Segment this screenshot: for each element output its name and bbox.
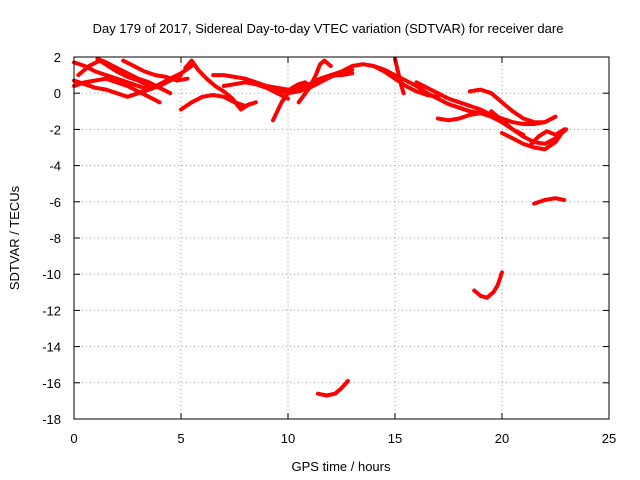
- series-line-arc-7: [183, 58, 252, 112]
- x-tick-label: 10: [281, 431, 295, 446]
- series-line-arc-13: [296, 58, 333, 105]
- y-axis-label: SDTVAR / TECUs: [7, 185, 22, 290]
- y-tick-label: -12: [42, 303, 61, 318]
- y-tick-label: -18: [42, 412, 61, 427]
- series-line-arc-23: [532, 196, 567, 206]
- x-tick-label: 25: [602, 431, 616, 446]
- series-line-arc-16: [393, 56, 406, 96]
- chart-title: Day 179 of 2017, Sidereal Day-to-day VTE…: [93, 21, 564, 36]
- series-line-arc-3: [72, 73, 183, 99]
- axis-ticks: [73, 56, 610, 420]
- y-tick-label: -14: [42, 340, 61, 355]
- y-tick-label: -10: [42, 267, 61, 282]
- y-tick-label: 0: [54, 86, 61, 101]
- y-tick-label: -4: [49, 159, 61, 174]
- y-tick-label: -2: [49, 122, 61, 137]
- grid-lines: [74, 57, 609, 419]
- y-tick-label: -8: [49, 231, 61, 246]
- x-tick-label: 15: [388, 431, 402, 446]
- y-tick-label: -16: [42, 376, 61, 391]
- series-line-arc-24: [472, 270, 504, 300]
- series-line-arc-19: [467, 87, 558, 125]
- x-tick-label: 20: [495, 431, 509, 446]
- series-line-arc-21: [500, 131, 564, 152]
- y-tick-label: -6: [49, 195, 61, 210]
- x-tick-labels: 0 5 10 15 20 25: [70, 431, 616, 446]
- x-tick-label: 5: [177, 431, 184, 446]
- x-tick-label: 0: [70, 431, 77, 446]
- series-group: [72, 56, 569, 398]
- series-line-arc-18: [435, 111, 504, 125]
- series-line-arc-11: [271, 80, 312, 123]
- series-line-arc-25: [316, 379, 350, 398]
- series-line-arc-6: [121, 58, 190, 83]
- series-line-arc-15: [371, 64, 547, 126]
- x-axis-label: GPS time / hours: [292, 459, 391, 474]
- y-tick-labels: 2 0 -2 -4 -6 -8 -10 -12 -14 -16 -18: [42, 50, 61, 427]
- series-line-arc-20: [489, 109, 569, 146]
- series-line-arc-22: [527, 127, 567, 148]
- y-tick-label: 2: [54, 50, 61, 65]
- series-line-arc-2: [72, 76, 162, 105]
- series-line-arc-8: [179, 93, 258, 112]
- series-line-arc-5: [95, 56, 173, 96]
